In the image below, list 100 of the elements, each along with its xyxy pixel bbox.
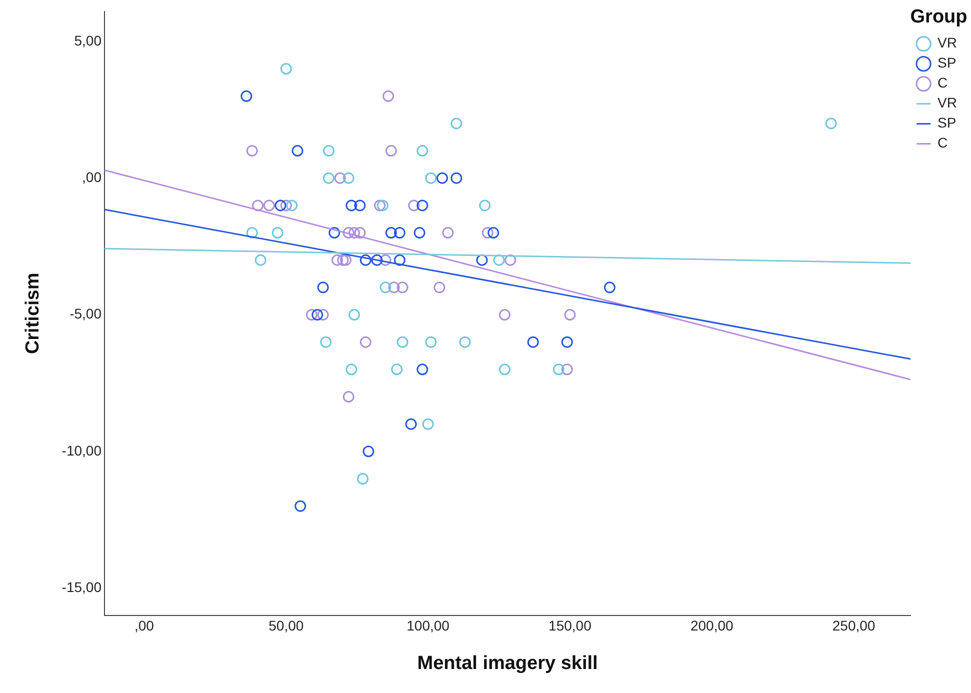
point [450, 118, 462, 130]
point [240, 90, 252, 102]
x-tick-label: 50,00 [268, 618, 304, 634]
point [348, 309, 360, 321]
point [337, 254, 349, 266]
point [442, 227, 454, 239]
point [328, 227, 340, 239]
point [564, 309, 576, 321]
point [825, 118, 837, 130]
point [436, 172, 448, 184]
point [561, 364, 573, 376]
legend-label: VR [938, 94, 958, 111]
point [476, 254, 488, 266]
point [246, 227, 258, 239]
point [405, 418, 417, 430]
y-tick-label: -5,00 [70, 306, 102, 322]
point [346, 200, 358, 212]
legend-label: C [938, 74, 948, 91]
point [416, 364, 428, 376]
point [371, 254, 383, 266]
point [459, 336, 471, 348]
point [342, 172, 354, 184]
point [354, 227, 366, 239]
point [280, 200, 292, 212]
point [254, 254, 266, 266]
point [317, 282, 329, 294]
point [416, 145, 428, 157]
point [498, 364, 510, 376]
y-tick-label: -10,00 [62, 442, 102, 458]
point [422, 418, 434, 430]
point [408, 200, 420, 212]
y-axis-title: Criticism [22, 272, 44, 354]
point [334, 172, 346, 184]
point [354, 200, 366, 212]
x-tick-label: 100,00 [406, 618, 450, 634]
point [382, 90, 394, 102]
point [306, 309, 318, 321]
point [280, 63, 292, 75]
point [292, 145, 304, 157]
point [286, 200, 298, 212]
point [479, 200, 491, 212]
point [493, 254, 505, 266]
point [416, 200, 428, 212]
legend-title: Group [910, 6, 968, 28]
point [342, 391, 354, 403]
point [331, 254, 343, 266]
point [376, 200, 388, 212]
point [414, 227, 426, 239]
x-tick-label: 250,00 [832, 618, 876, 634]
point [385, 145, 397, 157]
point [394, 227, 406, 239]
point [527, 336, 539, 348]
point [374, 200, 386, 212]
point [425, 336, 437, 348]
point [274, 200, 286, 212]
point [394, 254, 406, 266]
point [388, 282, 400, 294]
point [294, 500, 306, 512]
x-tick-label: ,00 [134, 618, 154, 634]
point [488, 227, 500, 239]
point [396, 336, 408, 348]
point [396, 282, 408, 294]
point [425, 172, 437, 184]
legend-label: VR [938, 34, 958, 51]
point [552, 364, 564, 376]
point [385, 227, 397, 239]
point [272, 227, 284, 239]
x-tick-label: 200,00 [690, 618, 734, 634]
x-tick-label: 150,00 [548, 618, 592, 634]
point [362, 446, 374, 458]
point [322, 145, 334, 157]
y-tick-label: 5,00 [74, 32, 102, 48]
point [357, 473, 369, 484]
point [360, 254, 372, 266]
point [252, 200, 264, 212]
point [434, 282, 446, 294]
legend-label: SP [938, 54, 956, 71]
point [380, 282, 392, 294]
point [263, 200, 275, 212]
point [498, 309, 510, 321]
y-tick-label: -15,00 [62, 578, 102, 595]
point [346, 364, 358, 376]
point [340, 254, 352, 266]
point [561, 336, 573, 348]
point [317, 309, 329, 321]
y-tick-label: ,00 [82, 168, 102, 185]
legend-label: C [938, 134, 948, 151]
point [348, 227, 360, 239]
point [322, 172, 334, 184]
point [246, 145, 258, 157]
point [320, 336, 332, 348]
x-axis-title: Mental imagery skill [417, 652, 598, 674]
point [312, 309, 324, 321]
point [482, 227, 494, 239]
point [380, 254, 392, 266]
point [342, 227, 354, 239]
point [604, 282, 616, 294]
legend-label: SP [938, 114, 956, 131]
point [504, 254, 516, 266]
point [391, 364, 403, 376]
